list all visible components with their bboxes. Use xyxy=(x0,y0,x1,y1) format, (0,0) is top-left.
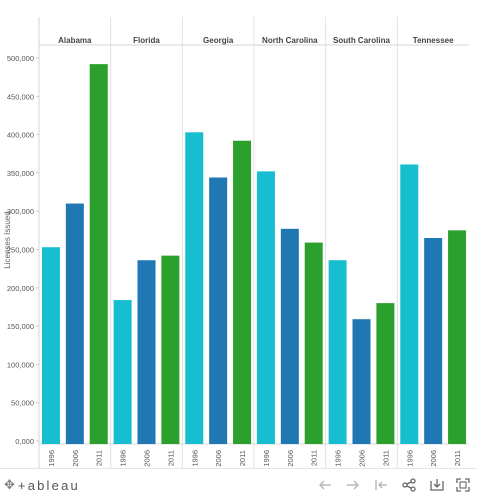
bar-south-carolina-2006 xyxy=(352,319,371,444)
bar-north-carolina-2006 xyxy=(280,228,299,444)
x-tick-label: 2006 xyxy=(429,450,438,467)
panel-header-alabama: Alabama xyxy=(58,36,92,45)
x-tick-label: 1996 xyxy=(119,450,128,467)
x-tick-label: 2006 xyxy=(214,450,223,467)
x-tick-label: 2006 xyxy=(143,450,152,467)
y-tick-label: 350,000 xyxy=(7,169,34,178)
download-icon[interactable] xyxy=(426,474,448,496)
panel-header-south-carolina: South Carolina xyxy=(333,36,390,45)
x-tick-label: 1996 xyxy=(262,450,271,467)
bar-alabama-1996 xyxy=(41,247,60,444)
share-icon[interactable] xyxy=(398,474,420,496)
tableau-toolbar: ✥ +ableau xyxy=(0,468,477,501)
bar-alabama-2006 xyxy=(65,203,84,444)
y-tick-label: 300,000 xyxy=(7,207,34,216)
bar-south-carolina-2011 xyxy=(376,303,395,444)
x-tick-label: 2006 xyxy=(358,450,367,467)
back-arrow-icon[interactable] xyxy=(314,474,336,496)
tableau-logo[interactable]: ✥ +ableau xyxy=(4,476,80,494)
y-tick-label: 0,000 xyxy=(15,437,34,446)
bar-south-carolina-1996 xyxy=(328,260,347,444)
panel-header-florida: Florida xyxy=(133,36,160,45)
fullscreen-icon[interactable] xyxy=(452,474,474,496)
x-tick-label: 2011 xyxy=(166,450,175,466)
panel-header-georgia: Georgia xyxy=(203,36,234,45)
x-tick-label: 2011 xyxy=(381,450,390,466)
bar-georgia-2006 xyxy=(209,177,228,444)
x-tick-label: 2011 xyxy=(95,450,104,466)
x-tick-label: 2011 xyxy=(453,450,462,466)
y-axis-title: Licenses Issued xyxy=(3,211,12,268)
bar-florida-2011 xyxy=(161,255,180,444)
x-tick-label: 2011 xyxy=(238,450,247,466)
bar-north-carolina-1996 xyxy=(256,171,275,445)
y-tick-label: 150,000 xyxy=(7,322,34,331)
x-tick-label: 1996 xyxy=(47,450,56,467)
revert-icon[interactable] xyxy=(370,474,392,496)
bar-florida-2006 xyxy=(137,260,156,444)
y-tick-label: 200,000 xyxy=(7,284,34,293)
bar-alabama-2011 xyxy=(89,64,108,445)
y-tick-label: 50,000 xyxy=(11,399,34,408)
x-tick-label: 1996 xyxy=(334,450,343,467)
forward-arrow-icon[interactable] xyxy=(342,474,364,496)
panel-header-tennessee: Tennessee xyxy=(413,36,454,45)
bar-tennessee-2006 xyxy=(424,238,443,444)
bar-tennessee-1996 xyxy=(400,164,419,444)
bar-north-carolina-2011 xyxy=(304,242,323,444)
panel-header-north-carolina: North Carolina xyxy=(262,36,318,45)
x-tick-label: 2011 xyxy=(310,450,319,466)
x-tick-label: 2006 xyxy=(71,450,80,467)
y-tick-label: 500,000 xyxy=(7,54,34,63)
chart: Licenses Issued 0,000 50,000 100,000 150,000… xyxy=(3,17,469,468)
y-tick-label: 100,000 xyxy=(7,360,34,369)
y-tick-label: 450,000 xyxy=(7,92,34,101)
x-tick-label: 1996 xyxy=(190,450,199,467)
x-tick-label: 2006 xyxy=(286,450,295,467)
bar-georgia-2011 xyxy=(233,140,252,444)
x-tick-label: 1996 xyxy=(405,450,414,467)
y-tick-label: 400,000 xyxy=(7,131,34,140)
tableau-wordmark: +ableau xyxy=(17,477,80,493)
bar-florida-1996 xyxy=(113,300,132,444)
y-tick-label: 250,000 xyxy=(7,246,34,255)
bar-georgia-1996 xyxy=(185,132,204,444)
tableau-plus-icon: ✥ xyxy=(4,477,15,492)
bar-tennessee-2011 xyxy=(448,230,467,444)
